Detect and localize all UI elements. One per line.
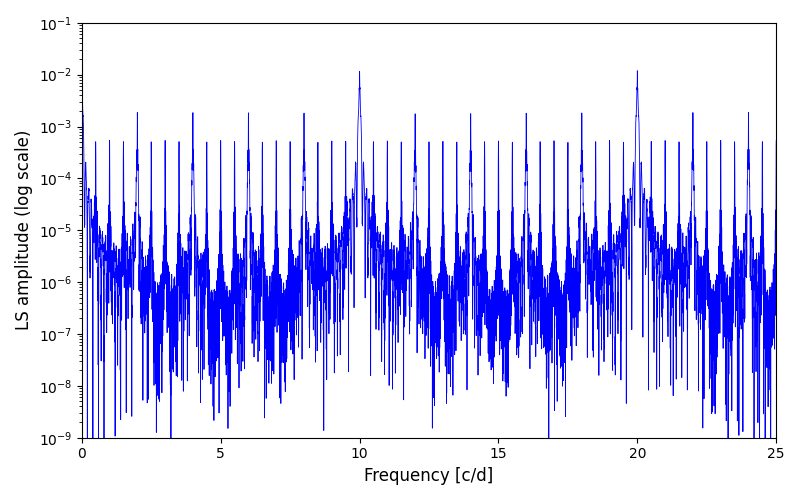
X-axis label: Frequency [c/d]: Frequency [c/d] (364, 467, 494, 485)
Y-axis label: LS amplitude (log scale): LS amplitude (log scale) (15, 130, 33, 330)
